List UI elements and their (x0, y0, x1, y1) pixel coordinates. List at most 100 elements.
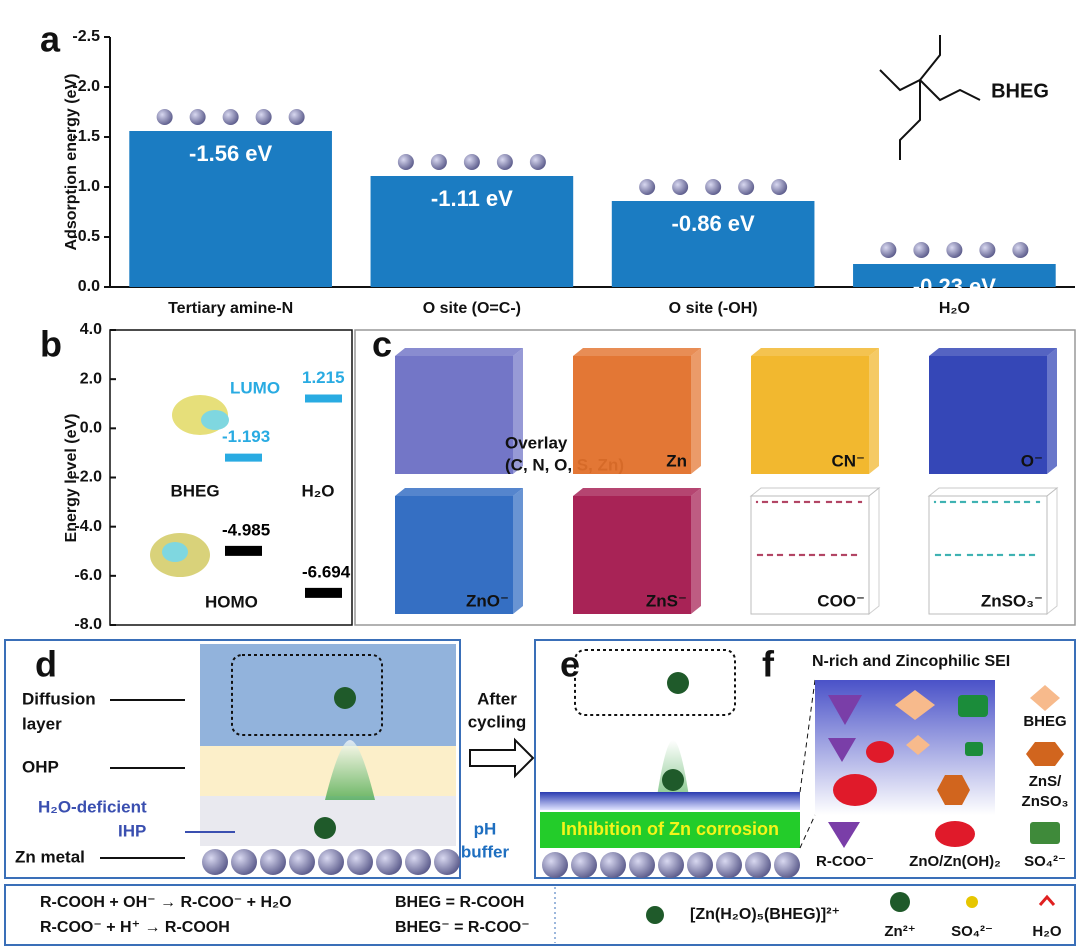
cube-dot (770, 553, 774, 557)
level-label: HOMO (205, 592, 258, 611)
panel-label: f (762, 644, 775, 685)
cube-dot (1018, 553, 1022, 557)
shape (828, 695, 862, 725)
cube-label: COO⁻ (817, 591, 865, 610)
cube-dot (1008, 553, 1012, 557)
cube-dot (971, 500, 975, 504)
cube-dot (948, 553, 952, 557)
cube-dot (941, 500, 945, 504)
shape (906, 735, 930, 755)
cube-dot (795, 500, 799, 504)
cube-dot (852, 553, 856, 557)
bar (853, 264, 1056, 287)
y-tick-label: 2.0 (80, 370, 102, 387)
equation: R-COO⁻ + H⁺ → R-COOH (40, 919, 230, 936)
cube-dot (946, 553, 950, 557)
y-tick-label: 0.0 (80, 420, 102, 437)
cube-dot (970, 553, 974, 557)
cube-label: CN⁻ (831, 451, 865, 470)
y-axis-title: Energy level (eV) (63, 414, 80, 543)
zn-atom (639, 179, 656, 195)
cube-dot (980, 553, 984, 557)
cube (395, 496, 513, 614)
cube-dot (792, 553, 796, 557)
zn-atom (202, 849, 228, 875)
cube-dot (1028, 553, 1032, 557)
x-tick-label: H₂O (939, 300, 970, 317)
value-label: -1.11 eV (431, 186, 513, 211)
arrows (100, 699, 185, 859)
cube-dot (1013, 500, 1017, 504)
cube-dot (775, 500, 779, 504)
cube-dot (983, 500, 987, 504)
zn-atom (434, 849, 460, 875)
panel-label: b (40, 324, 62, 365)
arrow-label: After (477, 689, 517, 708)
cube-dot (988, 553, 992, 557)
legend-label: BHEG (1023, 713, 1066, 730)
cube-dot (981, 500, 985, 504)
y-tick-label: 0.0 (78, 278, 100, 295)
cube-side (868, 486, 880, 616)
cube-dot (822, 553, 826, 557)
zn-atom (231, 849, 257, 875)
zn-atom (771, 179, 788, 195)
y-axis-title: Adsorption energy (eV) (63, 74, 80, 251)
cube-dot (849, 500, 853, 504)
cube-dot (778, 553, 782, 557)
cube-dot (790, 553, 794, 557)
cube-top (927, 487, 1059, 497)
cube-dot (820, 553, 824, 557)
panel-frame (4, 639, 461, 879)
cube-dot (773, 500, 777, 504)
value-label: -6.694 (302, 562, 351, 581)
inhibition-band (540, 812, 800, 848)
cube-dot (788, 553, 792, 557)
legend-label: Zn²⁺ (884, 923, 915, 940)
cube-dot (985, 500, 989, 504)
orbital (162, 542, 188, 562)
cube-dot (968, 553, 972, 557)
cube-dot (978, 553, 982, 557)
value-label: -0.86 eV (672, 211, 755, 236)
zoom-line (799, 679, 816, 793)
zn-atom (600, 852, 626, 878)
cube-dot (959, 500, 963, 504)
label: Inhibition of Zn corrosion (561, 819, 779, 839)
cube-dot (857, 500, 861, 504)
label: pH (474, 819, 497, 838)
shape (833, 774, 877, 806)
cube-dot (966, 553, 970, 557)
zn-atom (979, 242, 996, 258)
cube (573, 356, 691, 474)
zn-atom (658, 852, 684, 878)
cube-dot (813, 500, 817, 504)
cube-dot (815, 500, 819, 504)
cube-label: Zn (666, 451, 687, 470)
cube-side (869, 348, 879, 474)
cube-dot (825, 500, 829, 504)
water-icon (1038, 894, 1056, 906)
cube-dot (854, 553, 858, 557)
cube-dot (943, 500, 947, 504)
cube-dot (781, 500, 785, 504)
zn-atom (289, 849, 315, 875)
cube-dot (805, 500, 809, 504)
zn-atom (463, 154, 480, 170)
label: Zn metal (15, 847, 85, 866)
cube-dot (837, 500, 841, 504)
zn-atom (397, 154, 414, 170)
label: Diffusion (22, 689, 96, 708)
cube (573, 496, 691, 614)
cube-dot (1027, 500, 1031, 504)
cube-side (1046, 486, 1058, 616)
zn-atom (913, 242, 930, 258)
shape (866, 741, 894, 763)
cube (929, 356, 1047, 474)
zn-atom (542, 852, 568, 878)
zn-glow (325, 740, 375, 800)
cube-dot (756, 553, 760, 557)
zn-atom (405, 849, 431, 875)
zn-ion (890, 892, 910, 912)
